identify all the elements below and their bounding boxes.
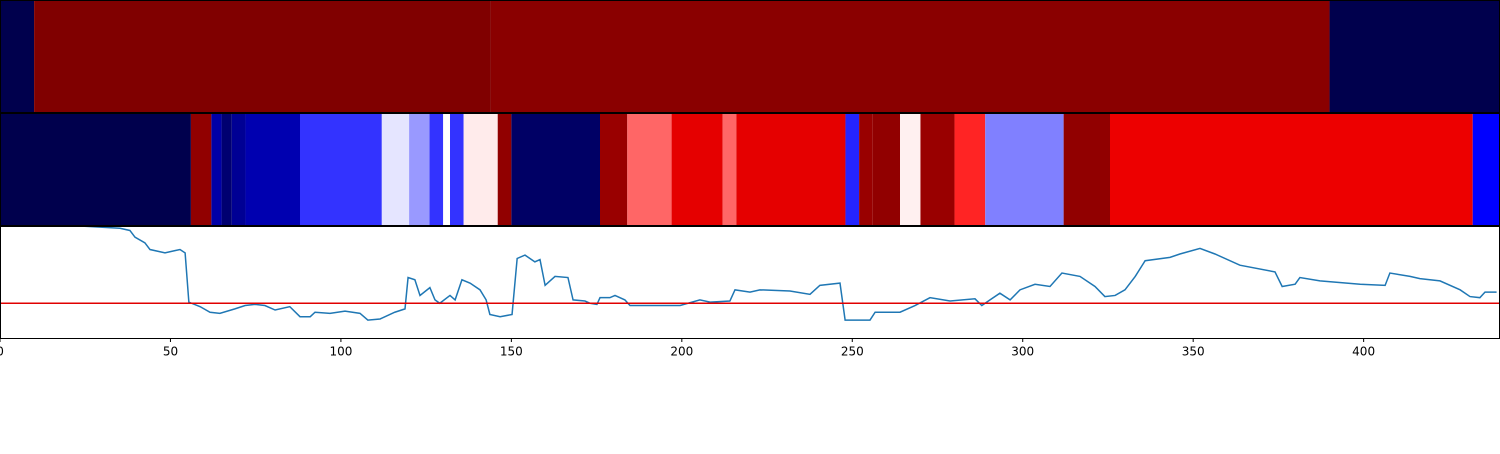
x-tick-label: 250 xyxy=(841,345,864,359)
heatmap-cell xyxy=(627,113,672,225)
heatmap-cell xyxy=(221,113,232,225)
x-tick-label: 350 xyxy=(1182,345,1205,359)
heatmap-cell xyxy=(722,113,737,225)
heatmap-cell xyxy=(1063,113,1110,225)
heatmap-cell xyxy=(463,113,498,225)
heatmap-cell xyxy=(985,113,1064,225)
heatmap-cell xyxy=(845,113,860,225)
data-line xyxy=(80,226,1497,321)
heatmap-cell xyxy=(900,113,921,225)
heatmap-cell xyxy=(231,113,246,225)
heatmap-cell xyxy=(497,113,512,225)
heatmap-cell xyxy=(211,113,222,225)
heatmap-cell xyxy=(671,113,723,225)
x-tick-label: 150 xyxy=(500,345,523,359)
heatmap-cell xyxy=(920,113,955,225)
heatmap-cell xyxy=(450,113,464,225)
heatmap-cell xyxy=(954,113,986,225)
x-tick-label: 0 xyxy=(0,345,4,359)
heatmap-cell xyxy=(34,0,491,112)
panel-frame xyxy=(0,226,1500,339)
heatmap-cell xyxy=(245,113,300,225)
heatmap-cell xyxy=(600,113,628,225)
heatmap-cell xyxy=(490,0,1330,112)
heatmap-cell xyxy=(859,113,873,225)
heatmap-cell xyxy=(443,113,450,225)
heatmap-cell xyxy=(872,113,900,225)
heatmap-cell xyxy=(409,113,430,225)
heatmap-cell xyxy=(0,0,35,112)
heatmap-cell xyxy=(381,113,410,225)
x-tick-label: 200 xyxy=(670,345,693,359)
x-tick-label: 300 xyxy=(1011,345,1034,359)
heatmap-cell xyxy=(1110,113,1473,225)
x-tick-label: 50 xyxy=(163,345,178,359)
x-tick-label: 400 xyxy=(1352,345,1375,359)
heatmap-cell xyxy=(1472,113,1500,225)
heatmap-cell xyxy=(429,113,444,225)
heatmap-cell xyxy=(300,113,382,225)
heatmap-cell xyxy=(511,113,600,225)
heatmap-cell xyxy=(1329,0,1500,112)
heatmap-cell xyxy=(190,113,212,225)
x-tick-label: 100 xyxy=(329,345,352,359)
heatmap-cell xyxy=(0,113,191,225)
heatmap-cell xyxy=(736,113,846,225)
